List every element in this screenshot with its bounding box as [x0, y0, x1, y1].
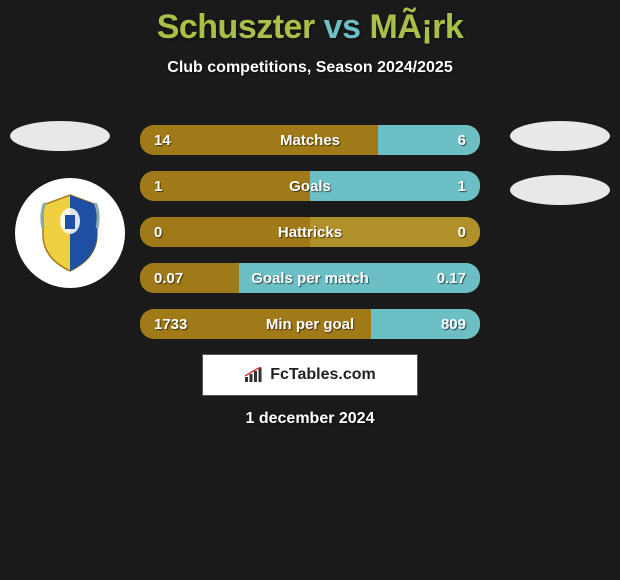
date-label: 1 december 2024 — [0, 410, 620, 428]
stat-row: 14Matches6 — [140, 125, 480, 155]
subtitle: Club competitions, Season 2024/2025 — [0, 59, 620, 77]
club-crest-icon — [35, 193, 105, 273]
stat-row: 1Goals1 — [140, 171, 480, 201]
page-title: Schuszter vs MÃ¡rk — [0, 0, 620, 47]
stat-label: Goals — [140, 178, 480, 195]
chart-icon — [244, 367, 264, 383]
player1-name: Schuszter — [157, 8, 315, 46]
stat-label: Matches — [140, 132, 480, 149]
club-crest-container — [15, 178, 125, 288]
stat-right-value: 809 — [441, 316, 466, 333]
stat-right-value: 0 — [458, 224, 466, 241]
vs-separator: vs — [324, 8, 361, 46]
player2-name: MÃ¡rk — [369, 8, 463, 46]
stat-right-value: 6 — [458, 132, 466, 149]
stat-label: Hattricks — [140, 224, 480, 241]
brand-label: FcTables.com — [270, 366, 376, 384]
stat-right-value: 1 — [458, 178, 466, 195]
avatar-placeholder-bottom-right — [510, 175, 610, 205]
stat-right-value: 0.17 — [437, 270, 466, 287]
stat-row: 0Hattricks0 — [140, 217, 480, 247]
avatar-placeholder-top-left — [10, 121, 110, 151]
stat-label: Min per goal — [140, 316, 480, 333]
brand-box[interactable]: FcTables.com — [202, 354, 418, 396]
stat-row: 0.07Goals per match0.17 — [140, 263, 480, 293]
stat-row: 1733Min per goal809 — [140, 309, 480, 339]
stat-label: Goals per match — [140, 270, 480, 287]
stats-table: 14Matches6 1Goals1 0Hattricks0 0.07Goals pe… — [140, 125, 480, 355]
avatar-placeholder-top-right — [510, 121, 610, 151]
